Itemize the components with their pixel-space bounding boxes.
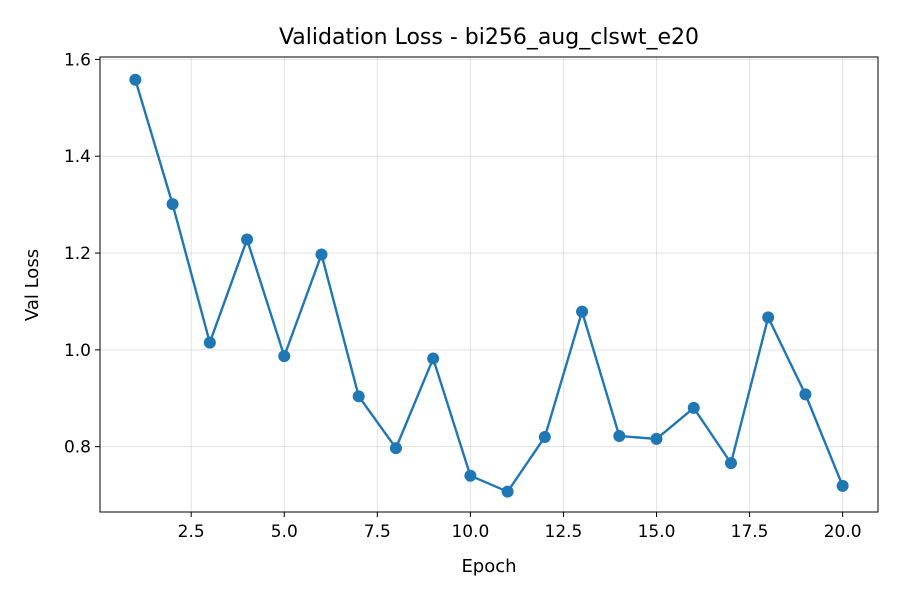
data-point bbox=[799, 388, 812, 401]
y-tick-label: 1.4 bbox=[64, 147, 91, 167]
x-tick-label: 10.0 bbox=[451, 522, 489, 542]
x-tick-label: 7.5 bbox=[364, 522, 391, 542]
data-point bbox=[650, 432, 663, 445]
grid-lines bbox=[100, 57, 878, 512]
x-tick-label: 15.0 bbox=[638, 522, 676, 542]
y-tick-label: 1.6 bbox=[64, 50, 91, 70]
y-tick-label: 1.2 bbox=[64, 244, 91, 264]
data-point bbox=[315, 248, 328, 261]
data-point bbox=[278, 350, 291, 363]
data-point bbox=[166, 198, 179, 211]
chart-title: Validation Loss - bi256_aug_clswt_e20 bbox=[279, 25, 699, 50]
x-tick-label: 12.5 bbox=[545, 522, 583, 542]
data-point bbox=[203, 336, 216, 349]
data-point bbox=[241, 233, 254, 246]
data-point bbox=[129, 73, 142, 86]
x-tick-label: 20.0 bbox=[824, 522, 862, 542]
y-tick-label: 0.8 bbox=[64, 438, 91, 458]
y-axis-label: Val Loss bbox=[22, 249, 43, 321]
y-tick-label: 1.0 bbox=[64, 341, 91, 361]
x-tick-label: 2.5 bbox=[178, 522, 205, 542]
data-point bbox=[538, 430, 551, 443]
data-point bbox=[427, 352, 440, 365]
data-point bbox=[836, 479, 849, 492]
series-line bbox=[134, 79, 844, 493]
data-point bbox=[464, 469, 477, 482]
x-axis-label: Epoch bbox=[461, 556, 516, 577]
data-point bbox=[762, 311, 775, 324]
data-series bbox=[129, 73, 849, 498]
data-point bbox=[687, 401, 700, 414]
data-point bbox=[389, 442, 402, 455]
data-point bbox=[576, 305, 589, 318]
axis-ticks: 2.5 5.0 7.5 10.0 12.5 15.0 17.5 20.0 0.8 1.0 1.2 1.… bbox=[64, 50, 862, 542]
x-tick-label: 17.5 bbox=[731, 522, 769, 542]
data-point bbox=[501, 485, 514, 498]
data-point bbox=[724, 457, 737, 470]
data-point bbox=[613, 430, 626, 443]
plot-frame bbox=[99, 56, 879, 513]
data-point bbox=[352, 390, 365, 403]
x-tick-label: 5.0 bbox=[271, 522, 298, 542]
